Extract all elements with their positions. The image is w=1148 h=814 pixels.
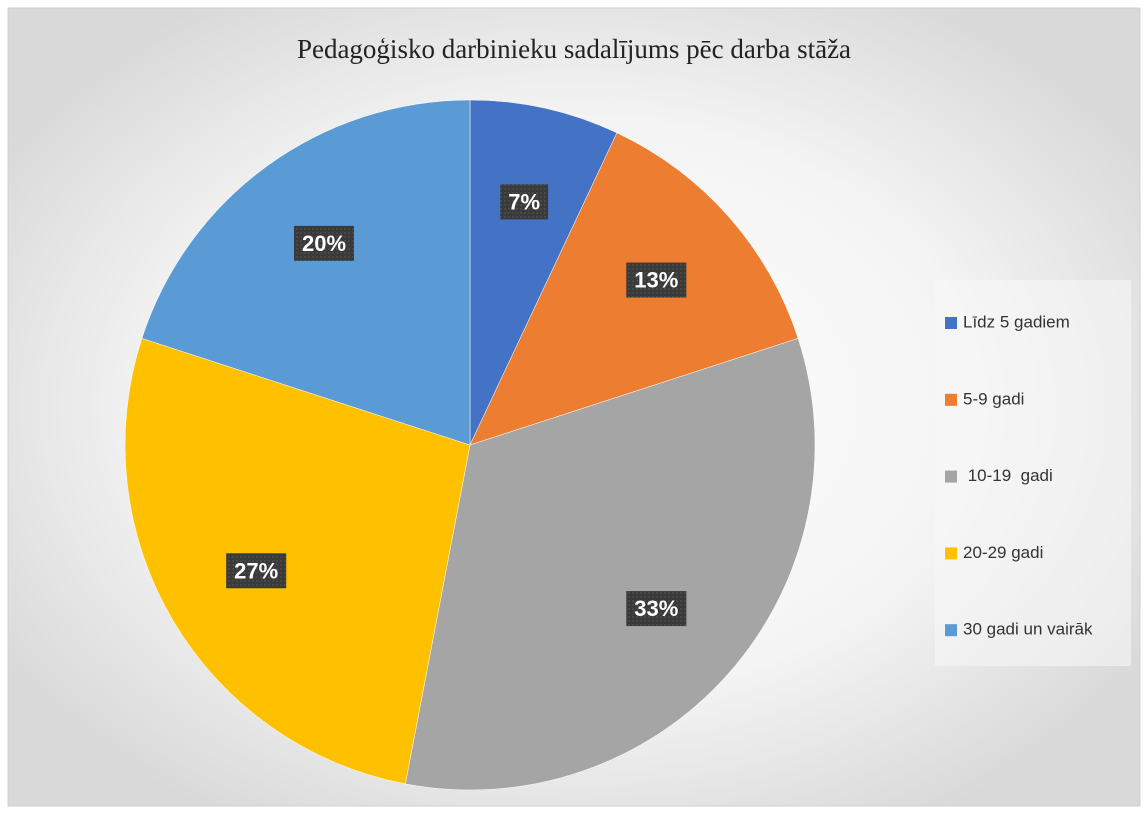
pie-slice xyxy=(124,338,471,785)
data-label-box xyxy=(626,591,687,627)
legend-label: 5-9 gadi xyxy=(963,389,1024,408)
data-label-box xyxy=(626,262,687,298)
data-label: 27% xyxy=(234,558,278,583)
legend-swatch xyxy=(945,317,957,329)
legend-swatch xyxy=(945,393,957,406)
data-label: 33% xyxy=(634,596,678,621)
legend-label: 30 gadi un vairāk xyxy=(963,620,1093,639)
legend-label: Līdz 5 gadiem xyxy=(963,312,1070,331)
legend-swatch xyxy=(945,547,957,560)
legend-box xyxy=(935,280,1131,666)
chart-title: Pedagoģisko darbinieku sadalījums pēc da… xyxy=(297,34,851,64)
data-label-box xyxy=(293,225,355,261)
legend-swatch xyxy=(945,470,957,483)
data-label-box xyxy=(500,184,549,220)
data-label: 20% xyxy=(302,231,346,256)
data-label: 13% xyxy=(634,268,678,293)
pie-slice xyxy=(405,338,816,791)
legend-label: 20-29 gadi xyxy=(963,543,1043,562)
pie-slice xyxy=(141,99,471,446)
data-label: 7% xyxy=(508,189,540,214)
data-label-box xyxy=(226,553,287,589)
legend-swatch xyxy=(945,624,957,637)
legend-label: 10-19 gadi xyxy=(963,466,1053,485)
